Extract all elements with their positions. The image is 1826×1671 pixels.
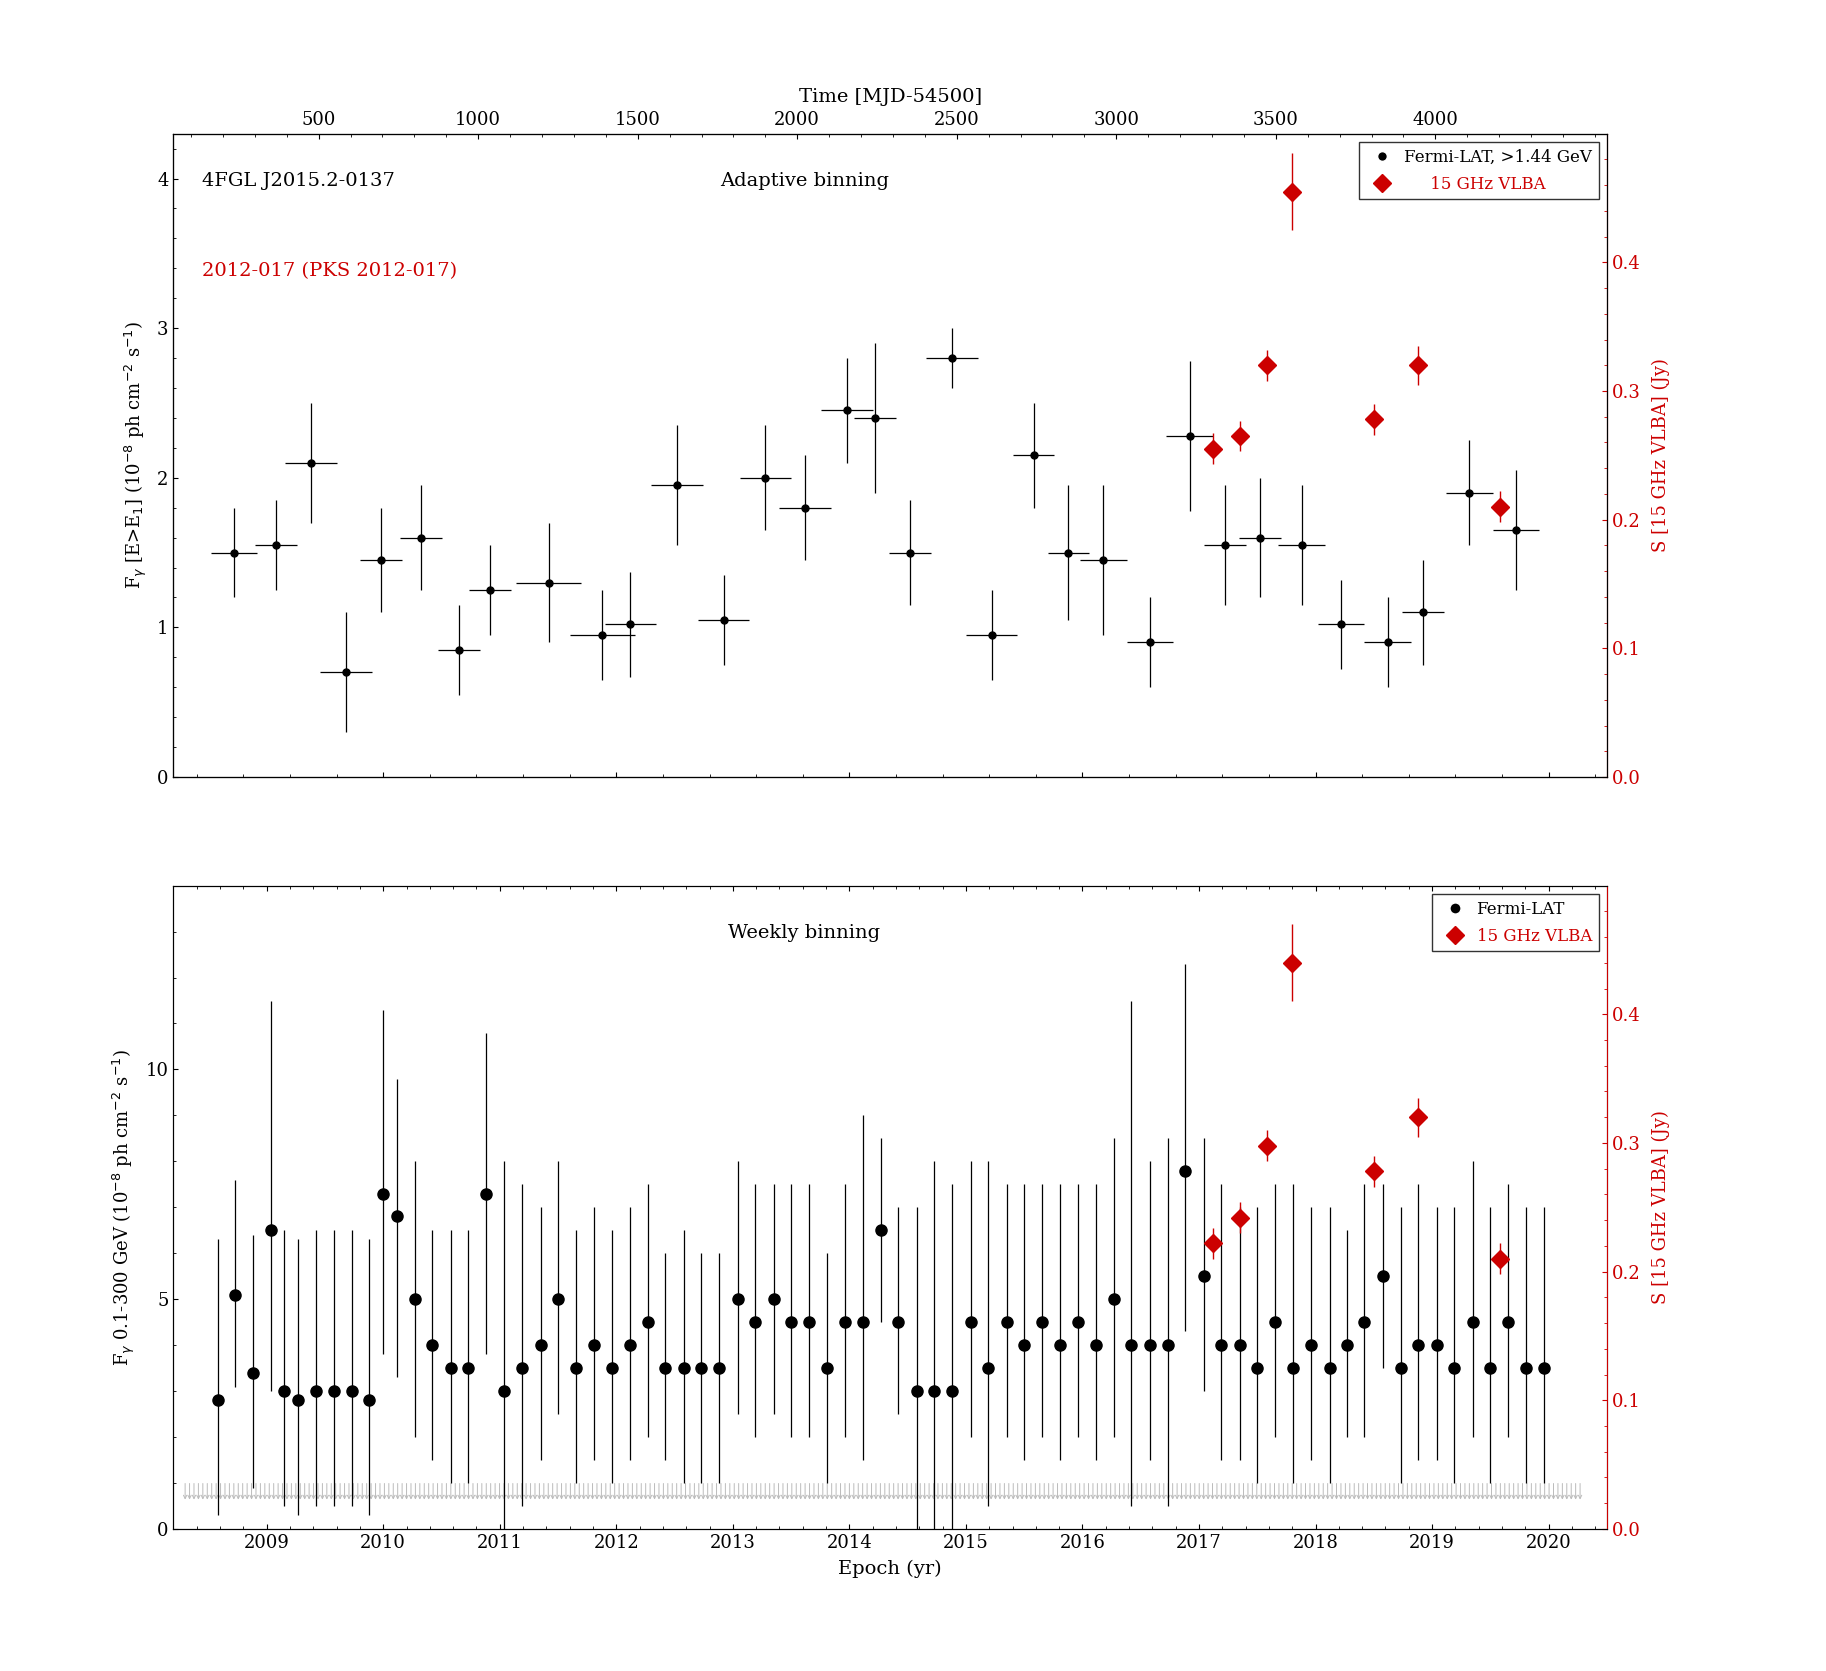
Y-axis label: F$_\gamma$ [E>E$_1$] (10$^{-8}$ ph cm$^{-2}$ s$^{-1}$): F$_\gamma$ [E>E$_1$] (10$^{-8}$ ph cm$^{…: [122, 321, 148, 590]
Text: Weekly binning: Weekly binning: [729, 924, 880, 942]
X-axis label: Time [MJD-54500]: Time [MJD-54500]: [798, 89, 982, 107]
Y-axis label: F$_\gamma$ 0.1-300 GeV (10$^{-8}$ ph cm$^{-2}$ s$^{-1}$): F$_\gamma$ 0.1-300 GeV (10$^{-8}$ ph cm$…: [111, 1049, 137, 1365]
X-axis label: Epoch (yr): Epoch (yr): [838, 1561, 942, 1579]
Text: 4FGL J2015.2-0137: 4FGL J2015.2-0137: [203, 172, 394, 190]
Text: Adaptive binning: Adaptive binning: [719, 172, 889, 190]
Legend: Fermi-LAT, >1.44 GeV,      15 GHz VLBA: Fermi-LAT, >1.44 GeV, 15 GHz VLBA: [1359, 142, 1598, 199]
Y-axis label: S [15 GHz VLBA] (Jy): S [15 GHz VLBA] (Jy): [1653, 358, 1671, 553]
Y-axis label: S [15 GHz VLBA] (Jy): S [15 GHz VLBA] (Jy): [1653, 1110, 1671, 1305]
Legend: Fermi-LAT, 15 GHz VLBA: Fermi-LAT, 15 GHz VLBA: [1432, 894, 1598, 951]
Text: 2012-017 (PKS 2012-017): 2012-017 (PKS 2012-017): [203, 262, 456, 281]
